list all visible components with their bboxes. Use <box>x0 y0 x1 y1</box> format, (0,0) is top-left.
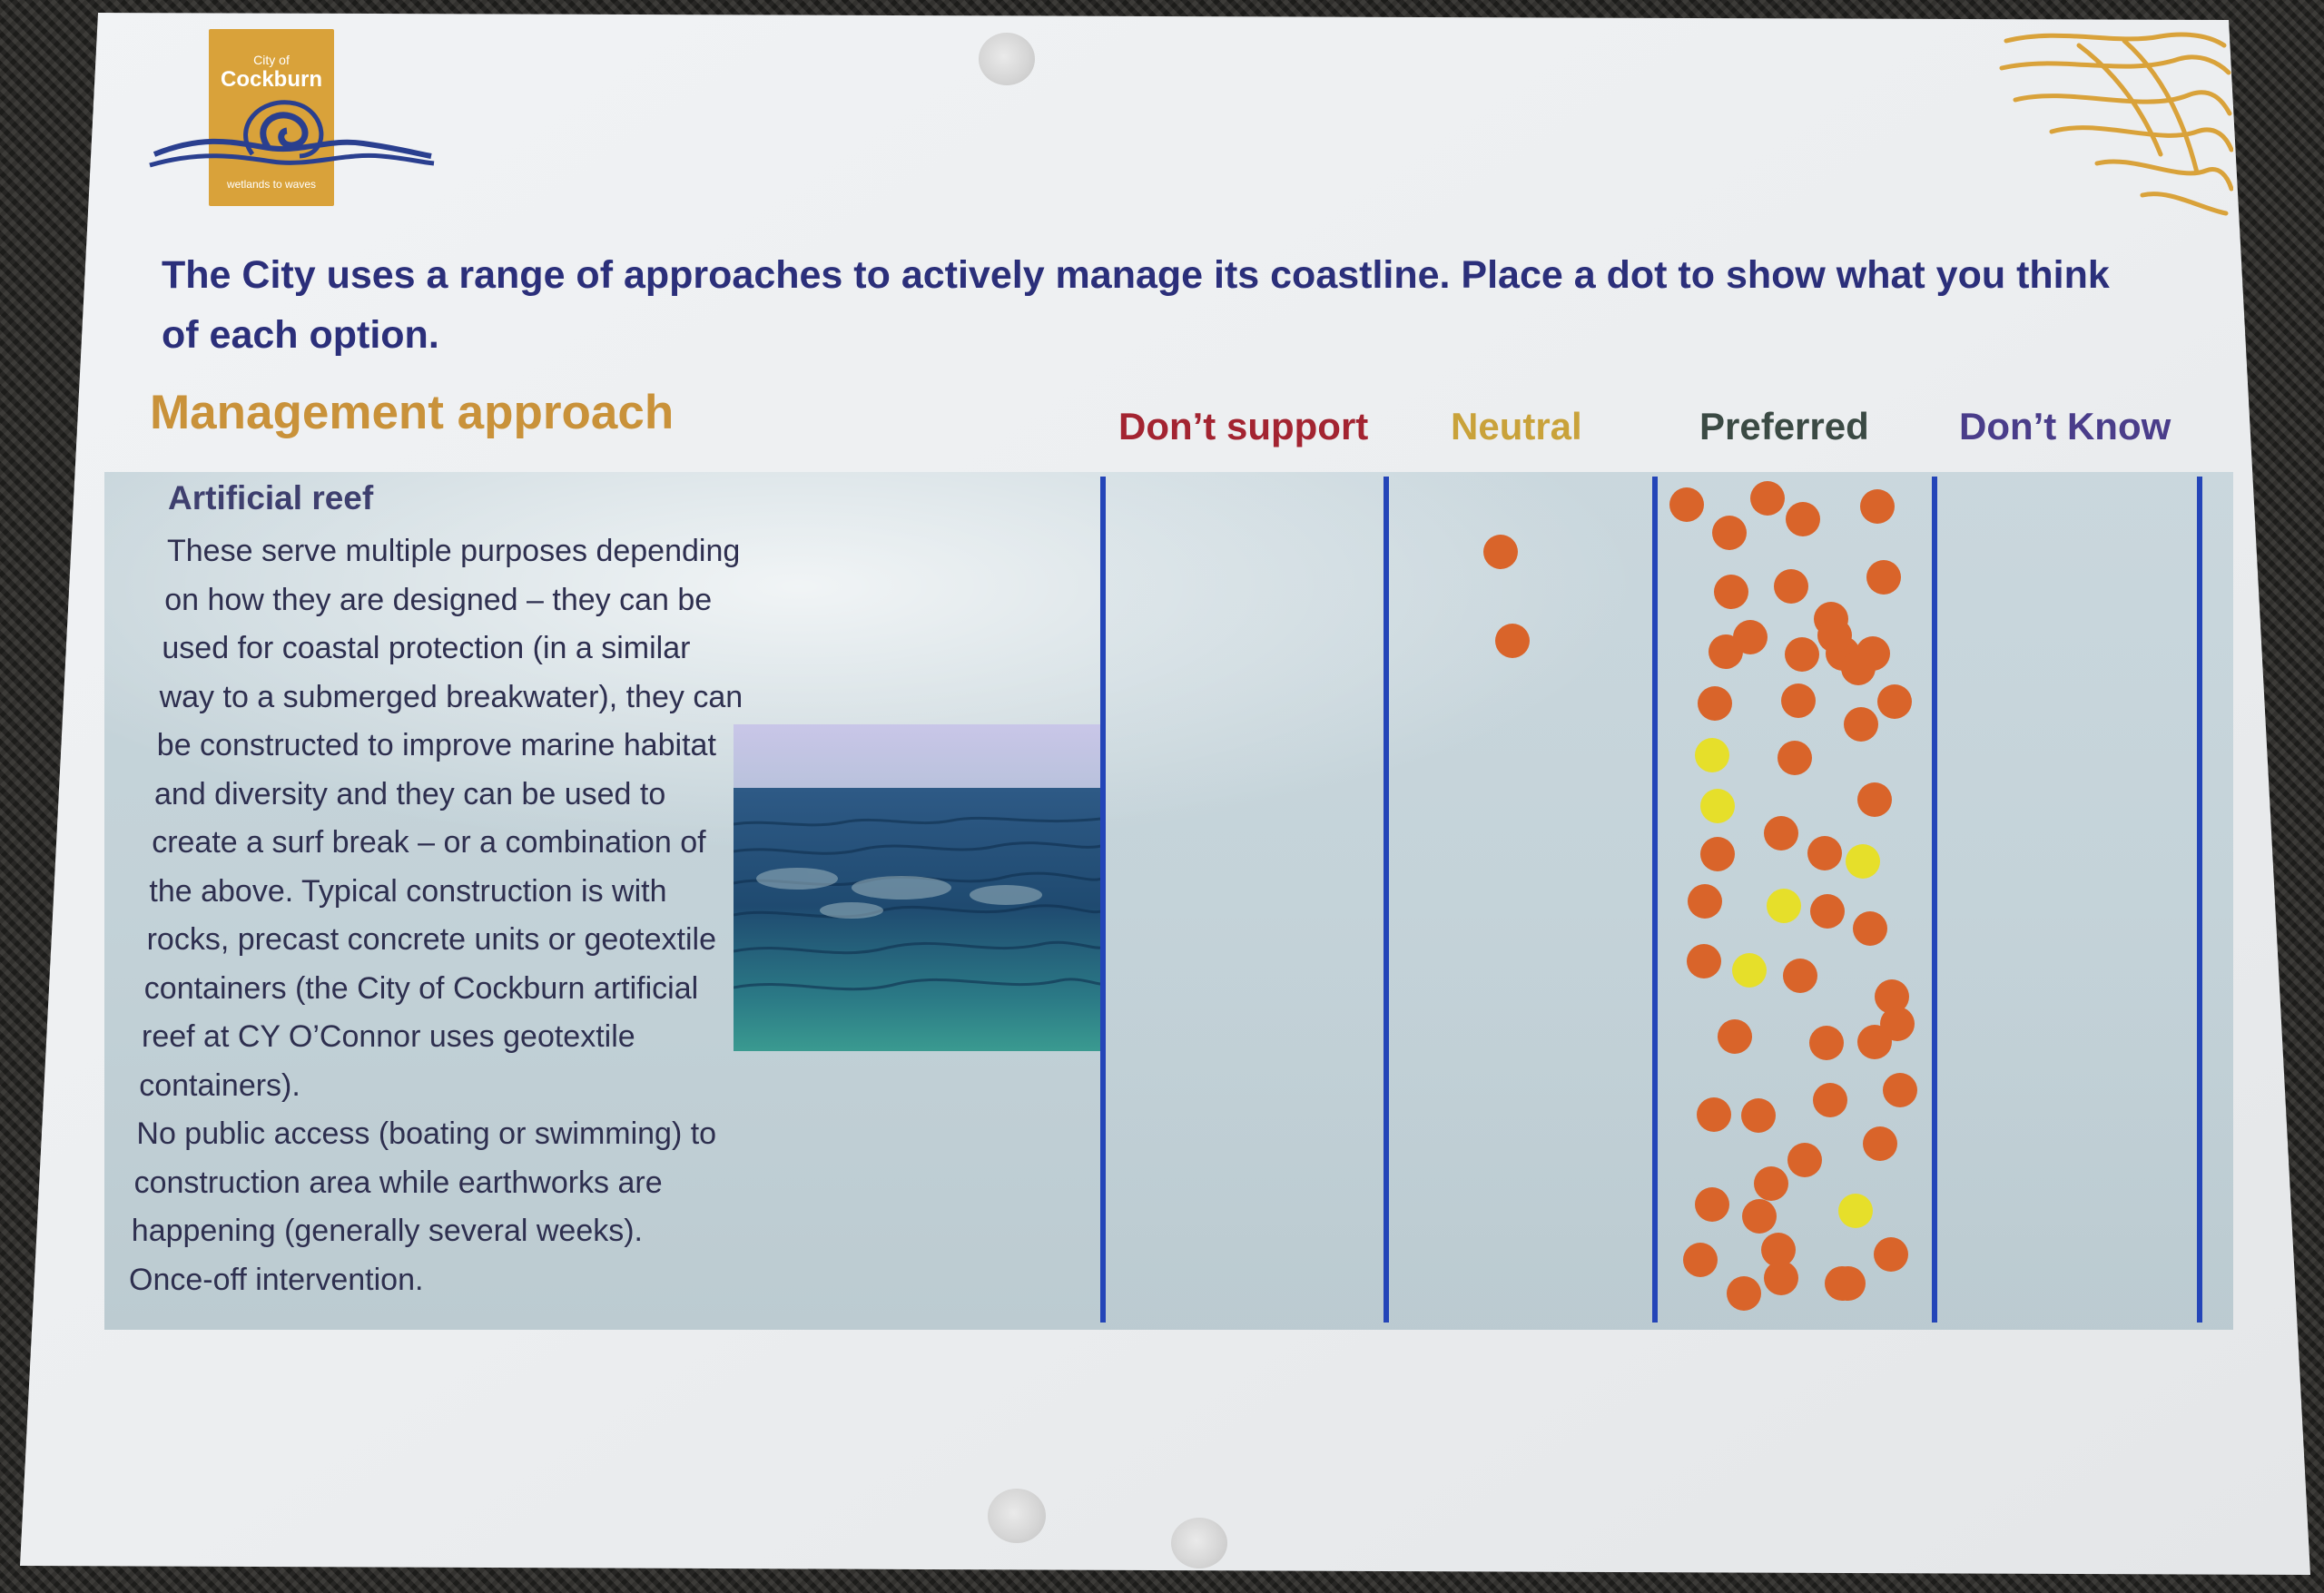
vote-dot-orange <box>1777 741 1812 775</box>
vote-dot-orange <box>1687 944 1721 978</box>
vote-dot-orange <box>1787 1143 1822 1177</box>
column-header-neutral: Neutral <box>1451 405 1582 447</box>
vote-dot-orange <box>1783 959 1817 993</box>
vote-dot-orange <box>1813 1083 1847 1117</box>
vote-dot-orange <box>1844 707 1878 742</box>
description-line: on how they are designed – they can be <box>164 582 713 617</box>
vote-dot-orange <box>1817 618 1852 653</box>
description-line: way to a submerged breakwater), they can <box>159 679 743 714</box>
description-line: be constructed to improve marine habitat <box>156 728 716 762</box>
punch-hole <box>1171 1518 1227 1568</box>
vote-dot-orange <box>1866 560 1901 595</box>
vote-dot-orange <box>1741 1098 1776 1133</box>
punch-hole <box>979 33 1035 85</box>
description-line: Once-off intervention. <box>129 1262 424 1297</box>
vote-dot-orange <box>1718 1019 1752 1054</box>
vote-dot-orange <box>1764 1261 1798 1295</box>
vote-dot-orange <box>1733 620 1768 654</box>
vote-dot-orange <box>1764 816 1798 851</box>
vote-dot-orange <box>1863 1126 1897 1161</box>
column-divider <box>1652 477 1658 1323</box>
vote-dot-orange <box>1742 1199 1777 1234</box>
approach-title: Artificial reef <box>168 479 374 516</box>
intro-line: The City uses a range of approaches to a… <box>162 253 2110 297</box>
column-divider <box>1932 477 1937 1323</box>
logo-wave-icon <box>149 100 435 168</box>
column-area <box>1103 472 2233 1330</box>
column-header-preferred: Preferred <box>1699 405 1869 447</box>
vote-dot-orange <box>1750 481 1785 516</box>
column-header-dont-support: Don’t support <box>1118 405 1369 447</box>
vote-dot-orange <box>1688 884 1722 919</box>
vote-dot-orange <box>1774 569 1808 604</box>
vote-dot-orange <box>1727 1276 1761 1311</box>
vote-dot-orange <box>1807 836 1842 870</box>
vote-dot-orange <box>1825 1266 1859 1301</box>
management-approach-heading: Management approach <box>150 386 675 439</box>
vote-dot-orange <box>1860 489 1895 524</box>
intro-line: of each option. <box>162 313 439 357</box>
vote-dot-orange <box>1853 911 1887 946</box>
vote-dot-orange <box>1883 1073 1917 1107</box>
description-line: create a surf break – or a combination o… <box>152 825 706 860</box>
vote-dot-orange <box>1754 1166 1788 1201</box>
vote-dot-orange <box>1712 516 1747 550</box>
vote-dot-yellow <box>1700 789 1735 823</box>
vote-dot-yellow <box>1695 738 1729 772</box>
vote-dot-orange <box>1809 1026 1844 1060</box>
logo-tagline: wetlands to waves <box>226 178 317 191</box>
logo-text-city-of: City of <box>253 53 290 67</box>
vote-dot-orange <box>1877 684 1912 719</box>
reef-sea-photo <box>734 724 1101 1051</box>
vote-dot-orange <box>1698 686 1732 721</box>
description-line: construction area while earthworks are <box>133 1165 663 1200</box>
intro-instructions: The City uses a range of approaches to a… <box>162 245 2186 365</box>
vote-dot-orange <box>1785 637 1819 672</box>
description-line: containers (the City of Cockburn artific… <box>143 970 699 1006</box>
vote-dot-orange <box>1781 683 1816 718</box>
vote-dot-orange <box>1786 502 1820 536</box>
vote-dot-orange <box>1683 1243 1718 1277</box>
logo-text-cockburn: Cockburn <box>220 67 322 92</box>
vote-dot-orange <box>1810 894 1845 929</box>
description-line: containers). <box>139 1067 300 1103</box>
vote-dot-orange <box>1841 651 1876 685</box>
column-divider <box>1100 477 1106 1323</box>
vote-dot-orange <box>1700 837 1735 871</box>
vote-dot-yellow <box>1767 889 1801 923</box>
description-line: reef at CY O’Connor uses geotextile <box>142 1019 635 1054</box>
decorative-waves-icon <box>1999 32 2233 216</box>
vote-dot-orange <box>1695 1187 1729 1222</box>
vote-dot-orange <box>1857 782 1892 817</box>
description-line: No public access (boating or swimming) t… <box>136 1116 717 1151</box>
description-line: used for coastal protection (in a simila… <box>162 631 691 665</box>
vote-dot-orange <box>1874 1237 1908 1272</box>
vote-dot-orange <box>1483 535 1518 569</box>
column-header-dont-know: Don’t Know <box>1959 405 2171 447</box>
description-line: These serve multiple purposes depending <box>167 534 741 568</box>
column-divider <box>1384 477 1389 1323</box>
vote-dot-orange <box>1697 1097 1731 1132</box>
description-line: the above. Typical construction is with <box>149 873 667 909</box>
description-line: happening (generally several weeks). <box>131 1214 644 1248</box>
description-line: and diversity and they can be used to <box>154 776 666 811</box>
punch-hole <box>988 1489 1046 1543</box>
description-line: rocks, precast concrete units or geotext… <box>146 922 716 957</box>
vote-dot-yellow <box>1732 953 1767 988</box>
vote-dot-orange <box>1669 487 1704 522</box>
column-divider <box>2197 477 2202 1323</box>
vote-dot-yellow <box>1838 1194 1873 1228</box>
vote-dot-orange <box>1880 1007 1915 1041</box>
vote-dot-yellow <box>1846 844 1880 879</box>
vote-dot-orange <box>1714 575 1748 609</box>
vote-dot-orange <box>1495 624 1530 658</box>
